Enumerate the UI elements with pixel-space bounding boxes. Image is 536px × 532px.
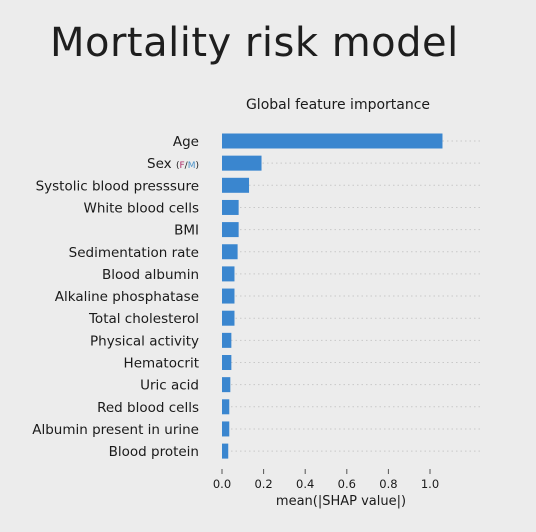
category-label: BMI bbox=[174, 223, 199, 239]
sex-annotation-part: / bbox=[185, 161, 189, 171]
category-label: Physical activity bbox=[90, 333, 199, 349]
category-label: Uric acid bbox=[140, 378, 199, 394]
bar bbox=[222, 244, 238, 260]
bar bbox=[222, 222, 239, 238]
x-tick-label: 0.2 bbox=[254, 477, 272, 491]
bar bbox=[222, 377, 231, 393]
category-label: Blood albumin bbox=[102, 267, 199, 283]
x-tick-label: 0.4 bbox=[296, 477, 314, 491]
bar bbox=[222, 443, 229, 459]
grid-lines bbox=[222, 140, 480, 452]
x-tick-label: 0.8 bbox=[379, 477, 397, 491]
category-label: Total cholesterol bbox=[88, 311, 199, 327]
category-label: Blood protein bbox=[109, 444, 199, 460]
bar bbox=[222, 199, 239, 215]
category-label: Systolic blood presssure bbox=[36, 178, 199, 194]
x-tick-label: 0.6 bbox=[338, 477, 356, 491]
slide-title: Mortality risk model bbox=[50, 20, 459, 66]
bar bbox=[222, 355, 232, 370]
category-label: Age bbox=[173, 134, 199, 150]
bar bbox=[222, 177, 250, 193]
bar bbox=[222, 288, 235, 304]
bar bbox=[222, 399, 230, 415]
sex-annotation-part: ( bbox=[176, 161, 180, 171]
chart-title: Global feature importance bbox=[246, 97, 430, 113]
sex-annotation-part: ) bbox=[195, 161, 199, 171]
category-label: Red blood cells bbox=[97, 400, 199, 416]
x-tick-label: 1.0 bbox=[421, 477, 439, 491]
x-axis-title: mean(|SHAP value|) bbox=[276, 494, 406, 509]
sex-annotation-part: M bbox=[188, 161, 196, 171]
category-label: Albumin present in urine bbox=[32, 422, 199, 438]
bar bbox=[222, 421, 230, 437]
x-tick-label: 0.0 bbox=[213, 477, 231, 491]
bar bbox=[222, 155, 262, 171]
category-label: Alkaline phosphatase bbox=[55, 289, 199, 305]
category-label: Sex (F/M) bbox=[147, 156, 199, 172]
category-label: Hematocrit bbox=[124, 356, 199, 372]
sex-annotation-part: F bbox=[179, 161, 184, 171]
category-labels: Age Sex (F/M) Systolic blood presssure Whit… bbox=[32, 134, 199, 460]
bar bbox=[222, 310, 235, 326]
bar bbox=[222, 332, 232, 348]
bar bbox=[222, 266, 235, 282]
category-label: Sedimentation rate bbox=[69, 245, 199, 261]
bars bbox=[222, 133, 443, 459]
category-label: White blood cells bbox=[83, 200, 199, 216]
x-axis-ticks: 0.0 0.2 0.4 0.6 0.8 1.0 bbox=[213, 469, 439, 491]
bar bbox=[222, 133, 443, 149]
